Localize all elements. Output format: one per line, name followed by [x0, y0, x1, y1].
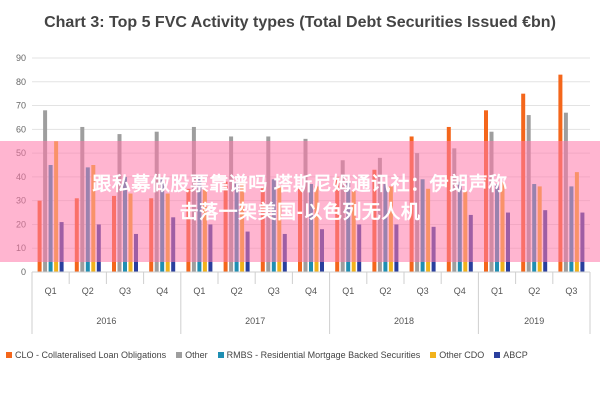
x-tick-label: Q1	[342, 286, 354, 296]
x-tick-label: Q1	[491, 286, 503, 296]
y-tick-label: 70	[16, 101, 26, 111]
legend-item: CLO - Collateralised Loan Obligations	[6, 350, 166, 360]
x-tick-label: Q4	[454, 286, 466, 296]
x-tick-label: Q2	[231, 286, 243, 296]
x-tick-label: Q1	[45, 286, 57, 296]
x-tick-label: Q3	[268, 286, 280, 296]
watermark-text: 跟私募做股票靠谱吗 塔斯尼姆通讯社：伊朗声称 击落一架美国-以色列无人机	[0, 171, 600, 227]
legend-item: RMBS - Residential Mortgage Backed Secur…	[217, 350, 421, 360]
y-tick-label: 90	[16, 53, 26, 63]
x-tick-label: Q3	[119, 286, 131, 296]
x-tick-label: Q3	[417, 286, 429, 296]
legend-label: Other	[185, 350, 208, 360]
y-tick-label: 80	[16, 77, 26, 87]
legend-label: RMBS - Residential Mortgage Backed Secur…	[226, 350, 421, 360]
legend-swatch	[6, 352, 12, 358]
legend-item: ABCP	[494, 350, 528, 360]
legend-swatch	[494, 352, 501, 358]
x-tick-label: Q2	[528, 286, 540, 296]
x-tick-label: Q3	[565, 286, 577, 296]
year-label: 2016	[96, 316, 116, 326]
legend-swatch	[430, 352, 437, 358]
y-tick-label: 60	[16, 124, 26, 134]
watermark-line-1: 跟私募做股票靠谱吗 塔斯尼姆通讯社：伊朗声称	[92, 174, 508, 195]
legend-swatch	[217, 352, 224, 358]
x-tick-label: Q2	[379, 286, 391, 296]
watermark-line-2: 击落一架美国-以色列无人机	[179, 202, 421, 223]
x-tick-label: Q4	[305, 286, 317, 296]
chart-legend: CLO - Collateralised Loan Obligations Oth…	[6, 350, 596, 360]
chart-title: Chart 3: Top 5 FVC Activity types (Total…	[44, 14, 556, 31]
legend-label: CLO - Collateralised Loan Obligations	[15, 350, 167, 360]
year-label: 2018	[394, 316, 414, 326]
legend-label: Other CDO	[439, 350, 485, 360]
x-tick-label: Q2	[82, 286, 94, 296]
year-label: 2017	[245, 316, 265, 326]
x-tick-label: Q1	[193, 286, 205, 296]
y-tick-label: 0	[21, 267, 26, 277]
legend-label: ABCP	[503, 350, 528, 360]
legend-item: Other	[176, 350, 208, 360]
x-tick-label: Q4	[156, 286, 168, 296]
year-label: 2019	[524, 316, 544, 326]
legend-item: Other CDO	[430, 350, 484, 360]
watermark-banner	[0, 141, 600, 262]
legend-swatch	[176, 352, 183, 358]
